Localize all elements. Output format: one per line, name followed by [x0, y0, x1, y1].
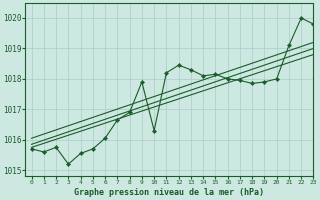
X-axis label: Graphe pression niveau de la mer (hPa): Graphe pression niveau de la mer (hPa) [75, 188, 264, 197]
